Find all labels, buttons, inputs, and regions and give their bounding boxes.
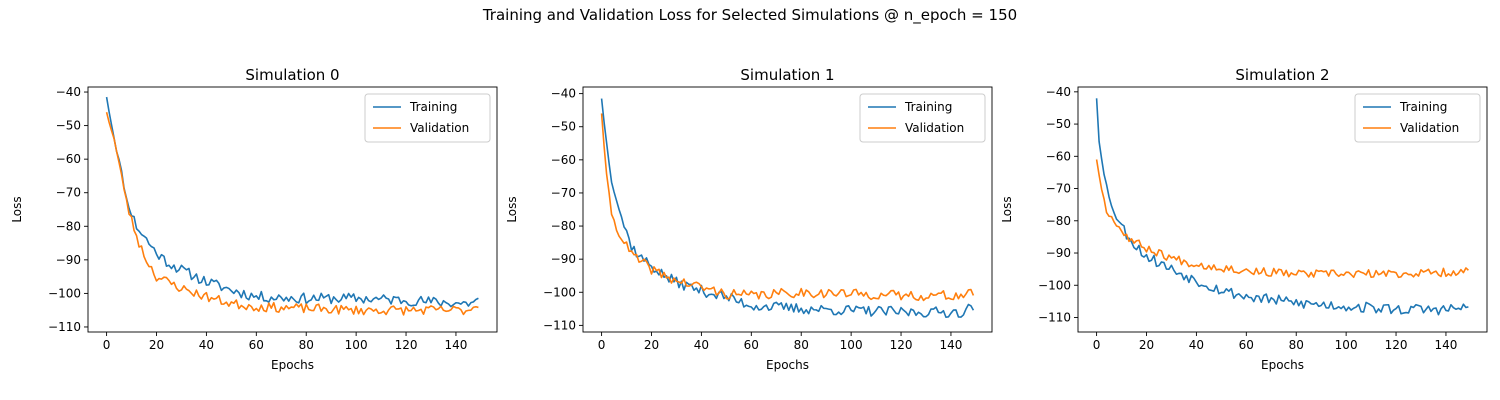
- x-tick-label: 100: [345, 338, 368, 352]
- x-axis-label: Epochs: [1261, 358, 1304, 372]
- x-tick-label: 120: [890, 338, 913, 352]
- x-axis-label: Epochs: [766, 358, 809, 372]
- subplot-title: Simulation 1: [740, 66, 834, 84]
- y-tick-label: −40: [551, 87, 576, 101]
- x-tick-label: 60: [744, 338, 759, 352]
- series-line-validation: [600, 113, 975, 302]
- y-tick-label: −40: [56, 85, 81, 99]
- legend-box: [364, 93, 491, 143]
- y-tick-label: −40: [1046, 85, 1071, 99]
- subplot-2: Simulation 2 0 20 40 60 80 100 120 140 −110 −100 −9…: [1000, 66, 1488, 372]
- legend: Training Validation: [364, 93, 491, 143]
- y-tick-label: −100: [1038, 278, 1071, 292]
- x-tick-label: 0: [1093, 338, 1101, 352]
- series-line-training: [1095, 98, 1469, 316]
- x-tick-label: 80: [1289, 338, 1304, 352]
- y-tick-label: −70: [56, 186, 81, 200]
- y-tick-label: −70: [551, 186, 576, 200]
- x-tick-label: 140: [444, 338, 467, 352]
- x-tick-label: 80: [794, 338, 809, 352]
- figure-suptitle: Training and Validation Loss for Selecte…: [482, 6, 1017, 25]
- x-tick-label: 100: [840, 338, 863, 352]
- x-tick-label: 40: [199, 338, 214, 352]
- x-tick-label: 40: [1189, 338, 1204, 352]
- y-tick-label: −100: [543, 285, 576, 299]
- y-tick-label: −100: [48, 286, 81, 300]
- x-tick-label: 120: [395, 338, 418, 352]
- y-tick-label: −80: [551, 219, 576, 233]
- legend-label-training: Training: [904, 100, 952, 114]
- y-axis-label: Loss: [10, 196, 24, 222]
- series-line-validation: [105, 111, 479, 316]
- y-tick-label: −110: [543, 318, 576, 332]
- y-tick-label: −50: [551, 120, 576, 134]
- y-tick-label: −110: [48, 320, 81, 334]
- y-tick-label: −50: [1046, 117, 1071, 131]
- x-tick-label: 60: [249, 338, 264, 352]
- subplot-title: Simulation 0: [245, 66, 339, 84]
- x-tick-label: 120: [1385, 338, 1408, 352]
- x-tick-label: 80: [299, 338, 314, 352]
- y-tick-label: −60: [1046, 149, 1071, 163]
- series-line-validation: [1095, 159, 1469, 279]
- y-tick-label: −110: [1038, 310, 1071, 324]
- x-tick-label: 40: [694, 338, 709, 352]
- subplots: Simulation 0 0 20 40 60 80 100 120 140 −110 −100 −9…: [10, 66, 1488, 372]
- y-axis-label: Loss: [1000, 196, 1014, 222]
- y-tick-label: −90: [551, 252, 576, 266]
- y-tick-label: −60: [56, 152, 81, 166]
- x-tick-label: 140: [939, 338, 962, 352]
- y-tick-label: −60: [551, 153, 576, 167]
- x-tick-label: 140: [1434, 338, 1457, 352]
- subplot-title: Simulation 2: [1235, 66, 1329, 84]
- legend-label-training: Training: [1399, 100, 1447, 114]
- y-tick-label: −80: [56, 219, 81, 233]
- x-tick-label: 20: [149, 338, 164, 352]
- x-tick-label: 20: [644, 338, 659, 352]
- legend-label-validation: Validation: [905, 121, 964, 135]
- axes-frame: [87, 86, 498, 333]
- y-tick-label: −50: [56, 119, 81, 133]
- axes-frame: [582, 86, 993, 333]
- x-tick-label: 100: [1335, 338, 1358, 352]
- legend-box: [1354, 93, 1481, 143]
- legend-label-validation: Validation: [410, 121, 469, 135]
- y-tick-label: −90: [56, 253, 81, 267]
- series-line-training: [600, 98, 975, 319]
- x-tick-label: 20: [1139, 338, 1154, 352]
- axes-frame: [1077, 86, 1488, 333]
- legend-label-training: Training: [409, 100, 457, 114]
- y-tick-label: −80: [1046, 214, 1071, 228]
- y-axis-label: Loss: [505, 196, 519, 222]
- legend-label-validation: Validation: [1400, 121, 1459, 135]
- y-tick-label: −90: [1046, 246, 1071, 260]
- legend: Training Validation: [1354, 93, 1481, 143]
- subplot-1: Simulation 1 0 20 40 60 80 100 120 140 −110 −100 −9…: [505, 66, 993, 372]
- legend-box: [859, 93, 986, 143]
- x-tick-label: 0: [103, 338, 111, 352]
- subplot-0: Simulation 0 0 20 40 60 80 100 120 140 −110 −100 −9…: [10, 66, 498, 372]
- x-axis-label: Epochs: [271, 358, 314, 372]
- series-line-training: [105, 96, 479, 308]
- legend: Training Validation: [859, 93, 986, 143]
- y-tick-label: −70: [1046, 182, 1071, 196]
- x-tick-label: 60: [1239, 338, 1254, 352]
- x-tick-label: 0: [598, 338, 606, 352]
